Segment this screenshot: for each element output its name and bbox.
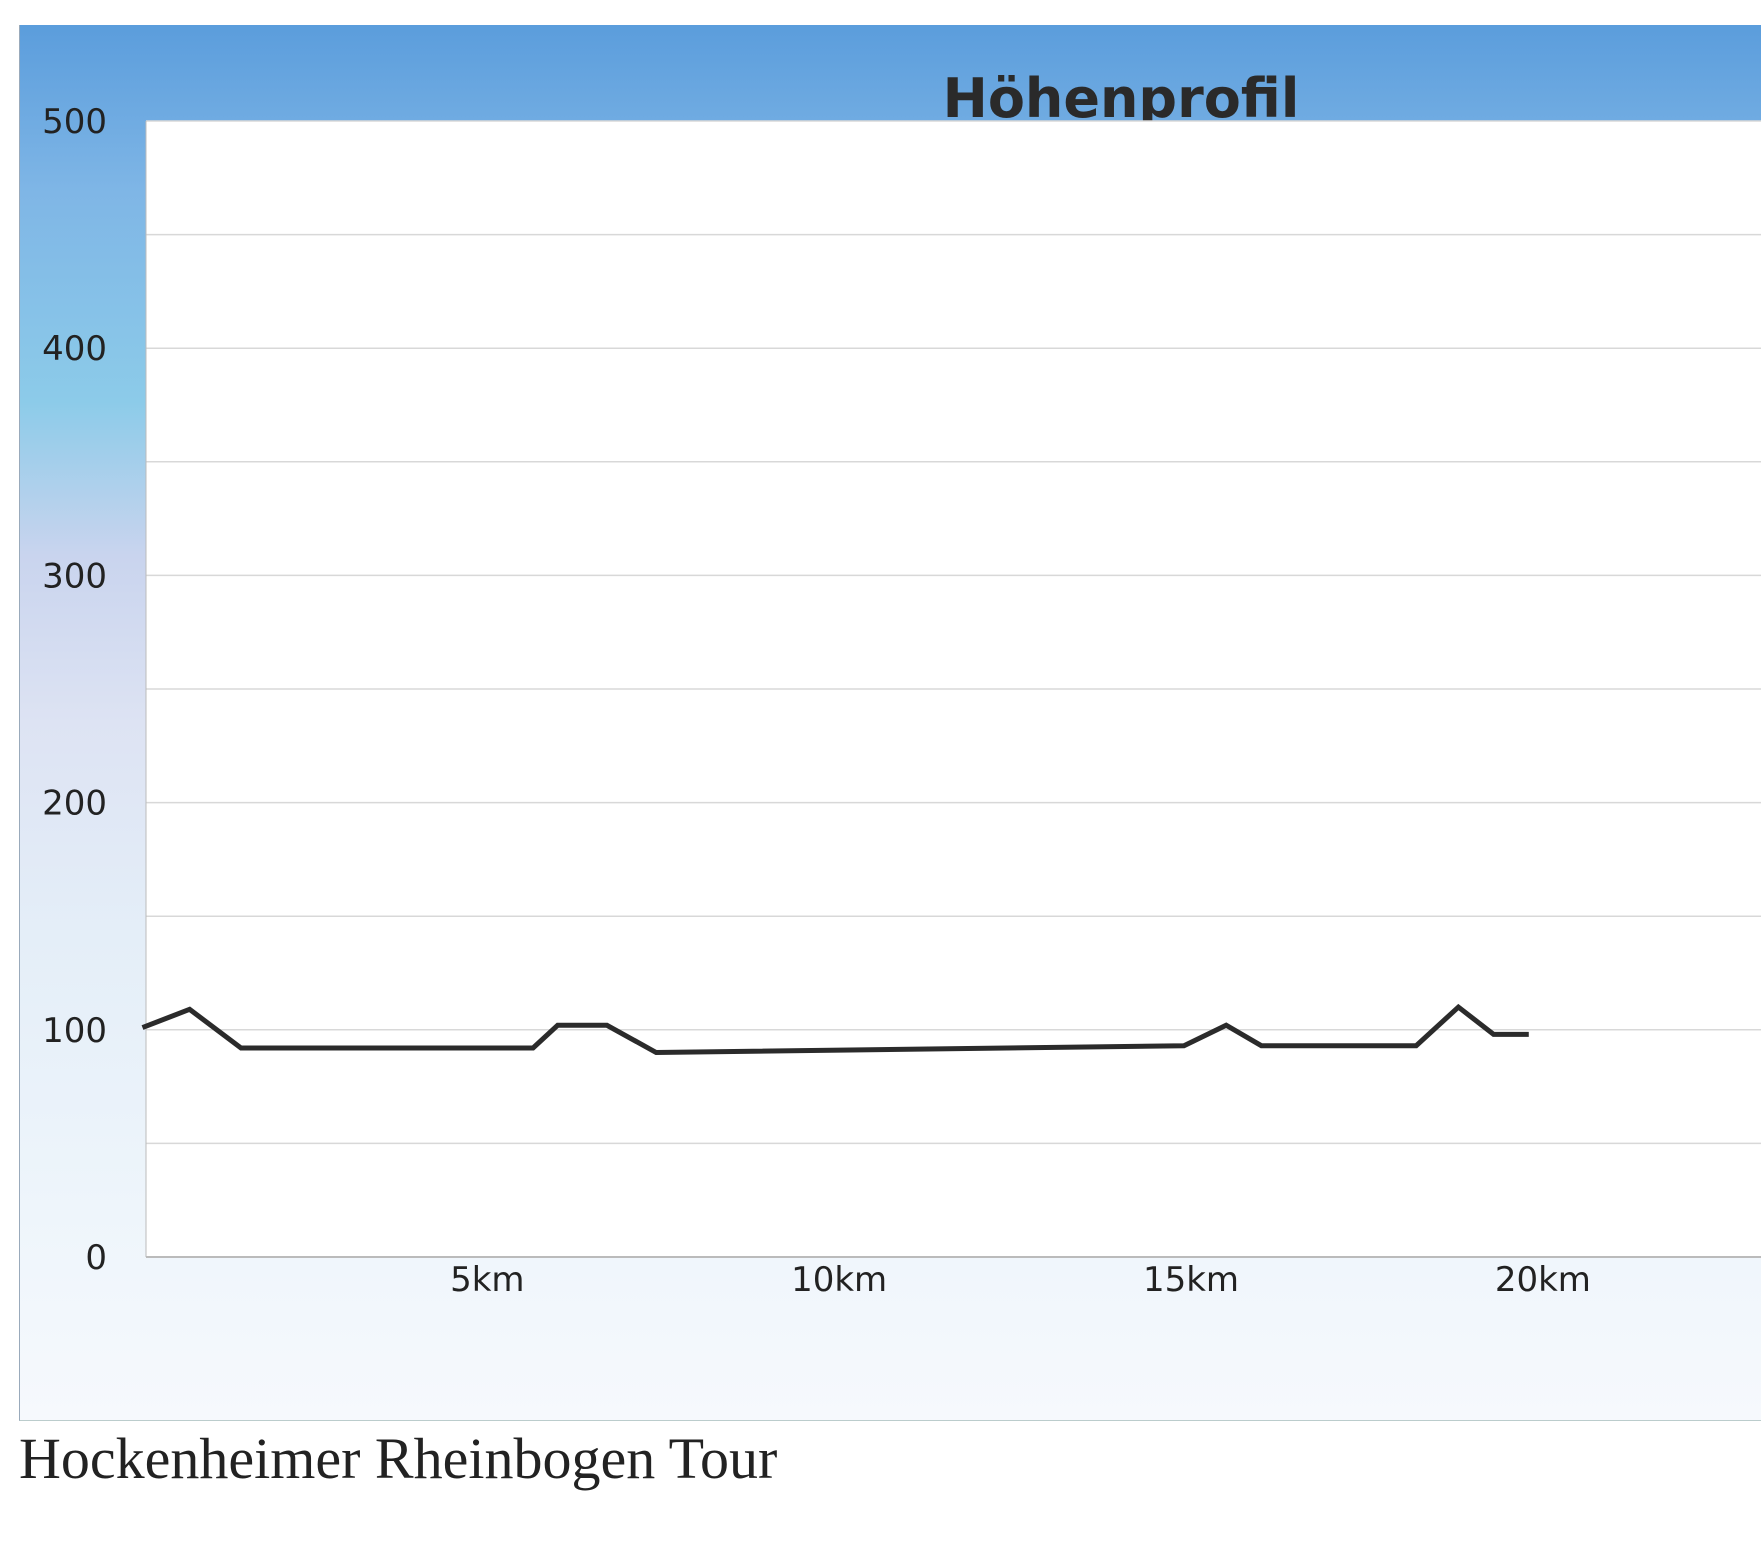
x-tick-label: 20km <box>1495 1260 1591 1300</box>
y-tick-label: 0 <box>85 1238 107 1278</box>
x-tick-label: 10km <box>791 1260 887 1300</box>
caption: Hockenheimer Rheinbogen Tour <box>19 1426 778 1491</box>
chart-title: Höhenprofil <box>942 67 1300 130</box>
x-tick-label: 15km <box>1143 1260 1239 1300</box>
x-tick-label: 5km <box>450 1260 524 1300</box>
y-tick-label: 100 <box>42 1011 107 1051</box>
elevation-line <box>141 1003 1529 1056</box>
y-tick-label: 500 <box>42 102 107 142</box>
y-tick-label: 200 <box>42 784 107 824</box>
y-tick-label: 400 <box>42 329 107 369</box>
y-tick-label: 300 <box>42 556 107 596</box>
